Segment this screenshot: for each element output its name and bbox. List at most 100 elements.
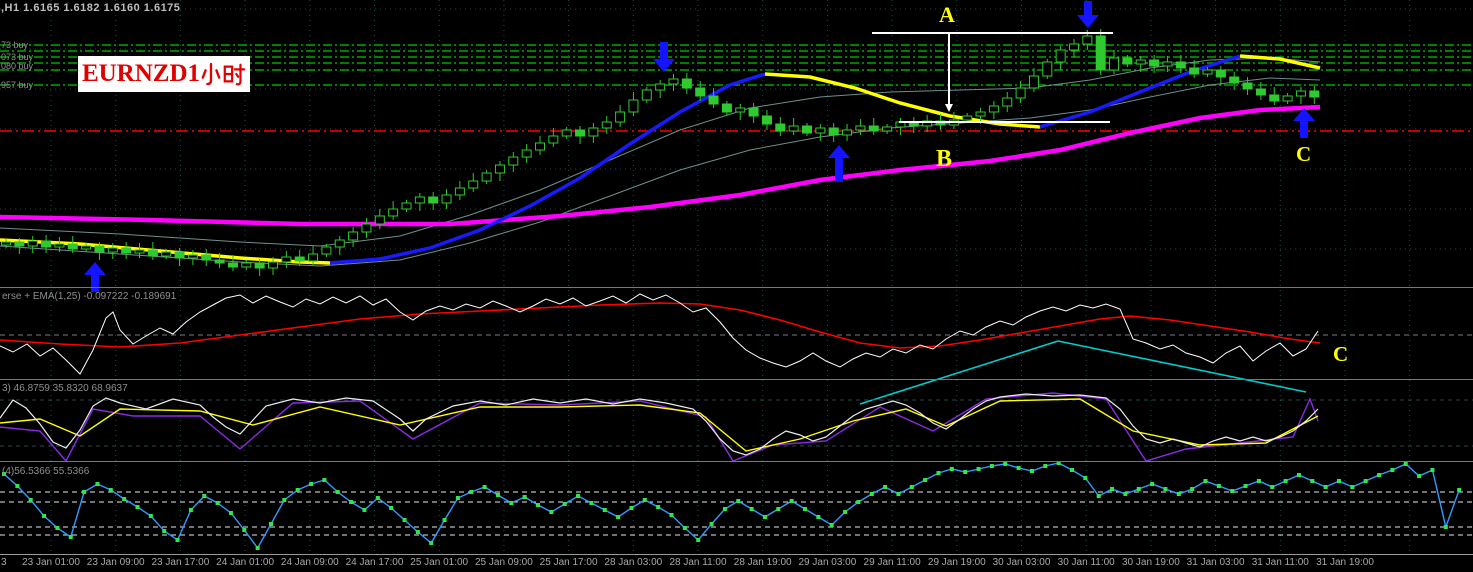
- candle-bull: [788, 125, 799, 132]
- candle-bear: [1175, 61, 1186, 69]
- candle-bull: [1202, 69, 1213, 75]
- candle-bull: [1295, 90, 1306, 97]
- candle-bull: [735, 107, 746, 113]
- signal-arrows[interactable]: [84, 1, 1315, 292]
- cjk-glyph-xiao-icon: [201, 62, 221, 86]
- candle-bull: [1282, 95, 1293, 102]
- candle-bull: [535, 142, 545, 151]
- demarker-dot-marker: [1070, 468, 1074, 472]
- channel-lower-line: [0, 77, 1321, 267]
- time-label: 24 Jan 09:00: [280, 557, 339, 568]
- demarker-dot-marker: [228, 511, 233, 515]
- demarker-dot-marker: [162, 529, 167, 533]
- demarker-dot-marker: [389, 506, 394, 510]
- demarker-dot-marker: [1083, 476, 1088, 480]
- chart-title-text: EURNZD1: [81, 60, 201, 87]
- candle-bull: [1002, 97, 1013, 107]
- candle-bull: [401, 202, 412, 210]
- candle-bear: [41, 240, 52, 248]
- demarker-dot-marker: [1457, 488, 1462, 492]
- candle-bull: [441, 194, 452, 204]
- candle-bull: [601, 121, 612, 129]
- sell-signal-arrow-icon[interactable]: [653, 42, 675, 72]
- symbol-ohlc-label: ,H1 1.6165 1.6182 1.6160 1.6175: [1, 2, 181, 14]
- demarker-dot-marker: [722, 507, 727, 511]
- demarker-dot-marker: [1110, 487, 1115, 491]
- demarker-dot-marker: [696, 538, 701, 542]
- annotation-letter-c-price[interactable]: C: [1296, 142, 1312, 166]
- demarker-dot-marker: [816, 515, 821, 519]
- ma-magenta-line: [0, 104, 1321, 227]
- cjk-glyph-shi-icon: [223, 63, 246, 86]
- candle-bull: [374, 215, 385, 225]
- time-label: 29 Jan 03:00: [798, 557, 857, 568]
- buy-signal-arrow-icon[interactable]: [84, 262, 106, 292]
- time-label: 24 Jan 01:00: [216, 557, 275, 568]
- cyan-trendline: [1057, 340, 1307, 393]
- candle-bull: [962, 115, 973, 121]
- annotation-letter-c-oscillator[interactable]: C: [1333, 342, 1349, 366]
- candle-bull: [268, 261, 278, 269]
- annotation-letter-b[interactable]: B: [936, 146, 953, 172]
- candle-bear: [1309, 90, 1320, 98]
- candle-bull: [494, 164, 505, 174]
- demarker-dot-marker: [1016, 466, 1021, 470]
- candle-bull: [1015, 87, 1026, 99]
- demarker-dot-marker: [789, 499, 794, 503]
- candle-bull: [855, 125, 866, 131]
- demarker-dot-marker: [869, 492, 874, 496]
- time-label: 25 Jan 01:00: [410, 557, 469, 568]
- candle-bear: [121, 247, 132, 254]
- demarker-dot-marker: [1350, 485, 1355, 489]
- demarker-indicator-label: (4)56.5366 55.5366: [2, 466, 90, 477]
- demarker-dot-marker: [1323, 485, 1328, 489]
- demarker-dot-marker: [82, 490, 87, 494]
- stochastic-pane-series: [0, 392, 1473, 463]
- chart-title-box[interactable]: EURNZD1: [78, 56, 250, 92]
- candle-bear: [428, 196, 439, 204]
- demarker-dot-marker: [976, 467, 981, 471]
- candle-bull: [815, 127, 826, 134]
- demarker-dot-marker: [175, 538, 180, 542]
- demarker-dot-marker: [1363, 479, 1368, 483]
- demarker-dot-marker: [963, 470, 968, 474]
- candle-bull: [81, 245, 92, 250]
- sell-signal-arrow-icon[interactable]: [1077, 1, 1099, 28]
- buy-signal-arrow-icon[interactable]: [828, 145, 850, 182]
- demarker-dot-marker: [455, 496, 460, 500]
- demarker-dot-marker: [949, 467, 954, 471]
- demarker-dot-marker: [242, 528, 247, 532]
- measure-lines[interactable]: [872, 32, 1113, 123]
- demarker-dot-marker: [429, 541, 434, 545]
- candle-bull: [414, 196, 425, 204]
- demarker-dot-marker: [362, 508, 367, 512]
- buy-signal-arrow-icon[interactable]: [1293, 108, 1315, 138]
- demarker-dot-marker: [1190, 487, 1195, 491]
- demarker-dot-marker: [1403, 462, 1408, 466]
- oscillator-trendlines[interactable]: [859, 340, 1307, 405]
- demarker-dot-marker: [923, 478, 928, 482]
- candle-bear: [575, 129, 586, 137]
- time-axis[interactable]: 3 23 Jan 01:00 23 Jan 09:00 23 Jan 17:00 24 …: [0, 555, 1473, 572]
- candle-bull: [1, 241, 11, 246]
- demarker-dot-marker: [1056, 461, 1061, 465]
- candle-bull: [508, 156, 519, 166]
- oscillator-main-line: [0, 293, 1319, 375]
- candle-bear: [828, 127, 839, 136]
- trend-ma-blue: [1039, 54, 1241, 129]
- candle-bear: [1215, 69, 1226, 78]
- time-label: 24 Jan 17:00: [345, 557, 404, 568]
- demarker-dot-marker: [509, 501, 514, 505]
- candle-bear: [254, 262, 265, 269]
- candle-bear: [214, 259, 225, 264]
- time-label: 3: [1, 557, 7, 568]
- demarker-dot-marker: [602, 508, 607, 512]
- annotation-letter-a[interactable]: A: [939, 2, 955, 27]
- demarker-dot-marker: [269, 522, 273, 526]
- candle-bear: [1242, 82, 1253, 90]
- candle-bull: [388, 208, 399, 217]
- candle-bull: [655, 83, 666, 91]
- candle-bull: [588, 127, 599, 137]
